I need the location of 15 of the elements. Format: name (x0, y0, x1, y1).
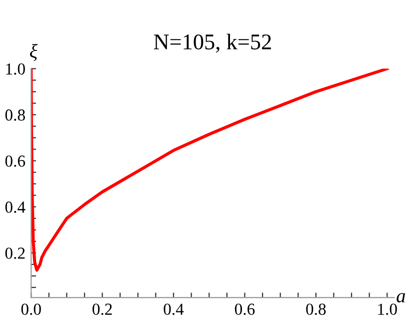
y-tick-label: 0.2 (5, 248, 25, 259)
y-tick-label: 0.4 (5, 202, 26, 213)
y-tick-label: 0.6 (5, 155, 26, 167)
x-tick-label: 0.6 (234, 304, 255, 315)
y-axis-title: ξ (30, 44, 38, 62)
y-tick-label: 1.0 (6, 63, 25, 75)
x-axis-title: a (396, 293, 406, 302)
x-tick-label: 0.8 (306, 304, 326, 315)
x-tick-label: 0.2 (92, 304, 112, 315)
line-series (31, 68, 389, 272)
x-tick-label: 0.0 (21, 304, 41, 315)
y-tick-label: 0.8 (5, 109, 25, 121)
chart-title: N=105, k=52 (154, 34, 271, 53)
x-tick-label: 0.4 (164, 304, 184, 315)
x-tick-label: 1.0 (378, 304, 397, 315)
